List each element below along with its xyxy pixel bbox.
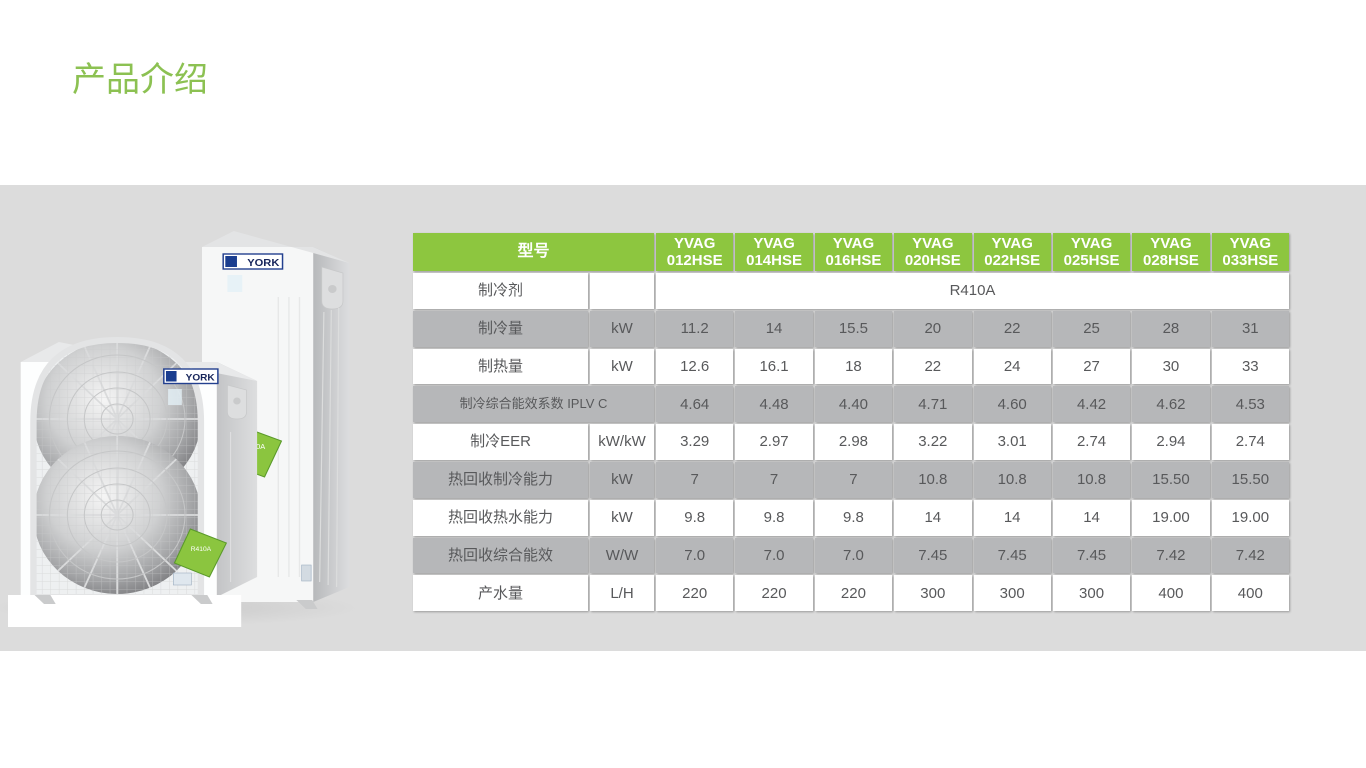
svg-text:R410A: R410A [191,546,212,553]
svg-text:YORK: YORK [186,373,215,384]
svg-text:YORK: YORK [247,257,279,269]
